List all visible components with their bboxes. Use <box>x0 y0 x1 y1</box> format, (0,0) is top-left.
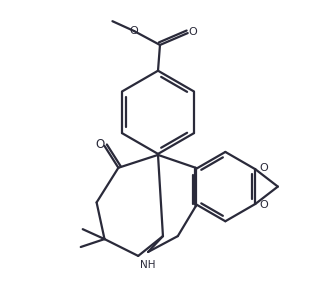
Text: O: O <box>259 163 268 173</box>
Text: O: O <box>259 200 268 210</box>
Text: O: O <box>95 138 104 151</box>
Text: O: O <box>188 27 197 37</box>
Text: NH: NH <box>140 260 156 270</box>
Text: O: O <box>130 26 139 36</box>
